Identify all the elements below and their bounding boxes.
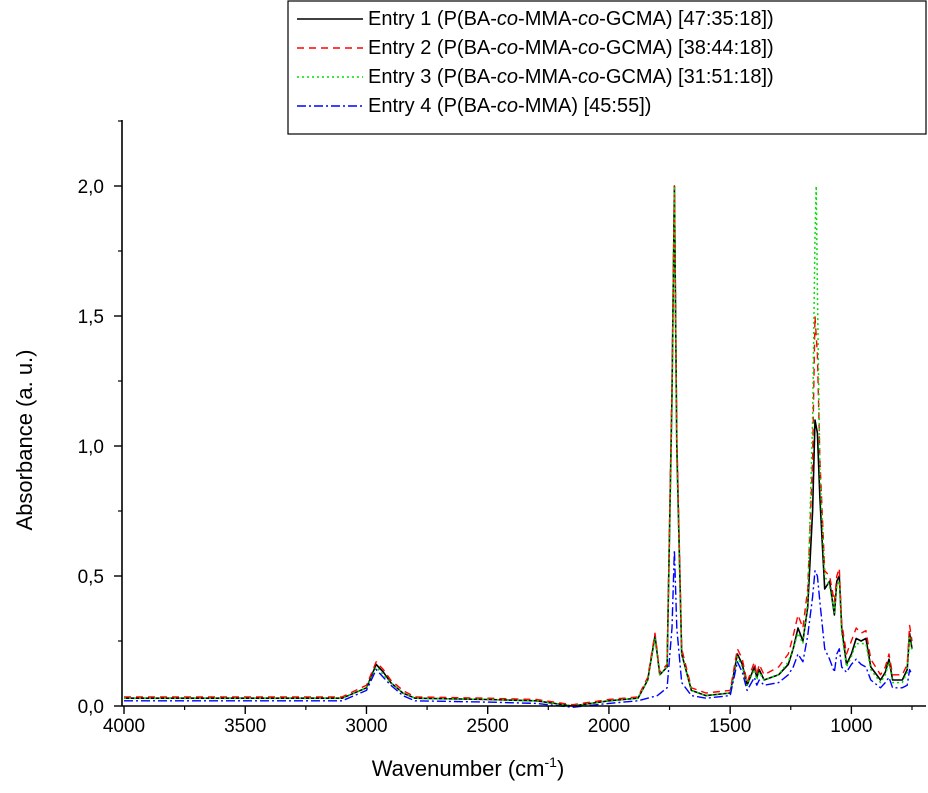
legend-label-entry-2: Entry 2 (P(BA-co-MMA-co-GCMA) [38:44:18]… (368, 37, 774, 59)
x-tick-label: 2000 (588, 716, 630, 737)
legend-label-part: -MMA- (518, 8, 578, 30)
x-axis-title-superscript: -1 (545, 754, 558, 770)
y-tick-label: 0,5 (78, 567, 104, 588)
x-tick-label: 1500 (709, 716, 751, 737)
series-line-entry-3 (124, 185, 913, 707)
legend-label-part: co (578, 37, 599, 59)
legend-label-part: co (497, 95, 518, 117)
x-axis-title-main: Wavenumber (cm (372, 756, 545, 781)
legend-label-entry-3: Entry 3 (P(BA-co-MMA-co-GCMA) [31:51:18]… (368, 66, 774, 88)
legend-label-part: Entry 1 (P(BA- (368, 8, 497, 30)
legend-label-part: Entry 4 (P(BA- (368, 95, 497, 117)
x-axis-title: Wavenumber (cm-1) (372, 754, 565, 781)
x-tick-label: 1000 (830, 716, 872, 737)
x-tick-label: 4000 (103, 716, 145, 737)
x-tick-label: 2500 (467, 716, 509, 737)
series-line-entry-2 (124, 185, 913, 706)
legend: Entry 1 (P(BA-co-MMA-co-GCMA) [47:35:18]… (287, 0, 927, 135)
ticks-layer: 4000 3500 3000 2500 2000 1500 1000 0,0 0,5 1,0 1,5… (78, 120, 913, 737)
x-tick-label: 3000 (345, 716, 387, 737)
legend-label-part: co (497, 8, 518, 30)
x-tick-label: 3500 (224, 716, 266, 737)
x-axis-title-close: ) (557, 756, 564, 781)
legend-box (287, 0, 927, 135)
legend-entries: Entry 1 (P(BA-co-MMA-co-GCMA) [47:35:18]… (297, 8, 774, 117)
y-tick-label: 1,5 (78, 307, 104, 328)
legend-label-part: Entry 3 (P(BA- (368, 66, 497, 88)
y-tick-label: 2,0 (78, 177, 104, 198)
legend-label-part: -MMA- (518, 66, 578, 88)
legend-label-entry-4: Entry 4 (P(BA-co-MMA) [45:55]) (368, 95, 651, 117)
series-line-entry-4 (124, 549, 913, 708)
legend-label-part: co (578, 8, 599, 30)
legend-label-part: -MMA- (518, 37, 578, 59)
legend-label-part: Entry 2 (P(BA- (368, 37, 497, 59)
legend-label-part: -GCMA) [38:44:18]) (599, 37, 774, 59)
axes-layer (121, 120, 926, 707)
legend-label-entry-1: Entry 1 (P(BA-co-MMA-co-GCMA) [47:35:18]… (368, 8, 774, 30)
legend-label-part: co (497, 66, 518, 88)
legend-label-part: co (497, 37, 518, 59)
legend-label-part: co (578, 66, 599, 88)
y-tick-label: 1,0 (78, 437, 104, 458)
legend-label-part: -GCMA) [47:35:18]) (599, 8, 774, 30)
legend-label-part: -MMA) [45:55]) (518, 95, 651, 117)
y-axis-title: Absorbance (a. u.) (12, 350, 37, 531)
legend-label-part: -GCMA) [31:51:18]) (599, 66, 774, 88)
y-tick-label: 0,0 (78, 697, 104, 718)
series-layer (124, 185, 913, 708)
